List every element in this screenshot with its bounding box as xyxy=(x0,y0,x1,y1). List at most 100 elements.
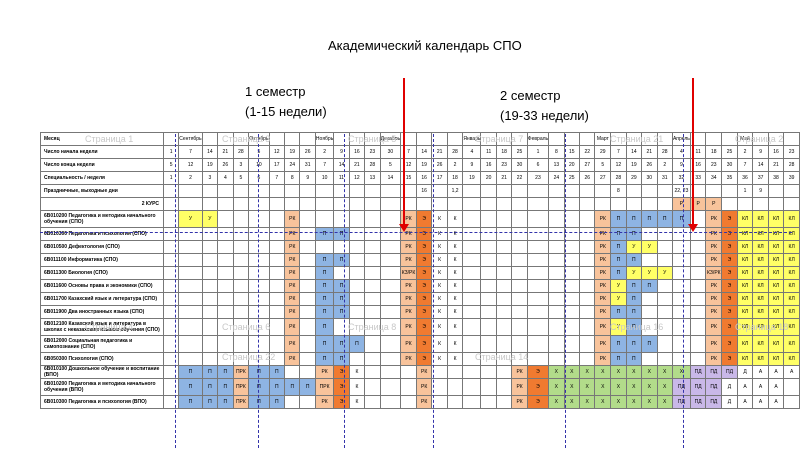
table-cell: 2 xyxy=(736,145,754,159)
table-cell: П xyxy=(314,266,335,280)
row-label: Число конца недели xyxy=(40,158,164,172)
table-cell xyxy=(284,395,301,409)
table-cell xyxy=(379,227,402,241)
table-cell xyxy=(379,279,402,293)
table-cell: Э xyxy=(415,318,433,336)
table-cell xyxy=(431,365,448,379)
table-cell: Р xyxy=(705,197,723,211)
table-cell xyxy=(462,365,482,379)
table-cell xyxy=(364,240,381,254)
table-cell: ПРК xyxy=(232,378,250,396)
table-cell xyxy=(526,292,550,306)
table-cell xyxy=(578,132,596,146)
table-cell xyxy=(201,253,219,267)
table-cell xyxy=(526,253,550,267)
table-cell: А xyxy=(783,365,800,379)
table-cell xyxy=(480,227,497,241)
table-cell: Х xyxy=(656,365,673,379)
table-cell xyxy=(671,279,691,293)
table-cell xyxy=(201,352,219,366)
table-cell xyxy=(689,266,707,280)
table-cell xyxy=(232,305,250,319)
table-cell: 16 xyxy=(767,145,785,159)
table-cell: Э xyxy=(415,335,433,353)
table-cell: КЛ xyxy=(767,210,785,228)
table-cell: У xyxy=(625,240,643,254)
table-cell xyxy=(480,197,497,211)
table-cell: 6 xyxy=(526,158,550,172)
table-cell: П xyxy=(299,378,316,396)
table-cell xyxy=(548,227,565,241)
table-cell xyxy=(314,184,335,198)
table-cell: РК xyxy=(594,335,612,353)
table-cell xyxy=(705,132,723,146)
table-cell xyxy=(217,279,234,293)
table-cell: Э xyxy=(415,227,433,241)
table-cell xyxy=(563,292,581,306)
table-cell: 12 xyxy=(610,158,627,172)
table-row: 6В012100 Казахский язык и литература в ш… xyxy=(40,318,800,336)
table-cell xyxy=(299,305,316,319)
table-cell: РК xyxy=(284,253,301,267)
table-cell xyxy=(364,352,381,366)
table-cell xyxy=(462,184,482,198)
table-cell xyxy=(641,197,658,211)
table-cell: РК xyxy=(400,318,417,336)
table-cell: 21 xyxy=(348,158,366,172)
table-cell xyxy=(348,240,366,254)
table-cell xyxy=(526,279,550,293)
table-cell: П xyxy=(201,395,219,409)
table-cell: РК xyxy=(594,227,612,241)
table-cell: Э xyxy=(333,365,350,379)
table-cell: 1 xyxy=(526,145,550,159)
table-cell xyxy=(548,292,565,306)
table-cell: Х xyxy=(594,365,612,379)
row-label: Специальность / неделя xyxy=(40,171,164,185)
table-cell xyxy=(431,378,448,396)
table-cell: 19 xyxy=(284,145,301,159)
table-cell xyxy=(201,227,219,241)
table-cell xyxy=(178,227,203,241)
table-cell: К xyxy=(431,266,448,280)
table-cell: ПД xyxy=(689,378,707,396)
table-cell: 23 xyxy=(783,145,800,159)
table-cell: КЛ xyxy=(752,227,769,241)
table-cell: К xyxy=(431,210,448,228)
table-cell xyxy=(578,240,596,254)
table-cell xyxy=(767,197,785,211)
table-cell xyxy=(217,210,234,228)
table-cell xyxy=(268,318,286,336)
table-cell xyxy=(563,240,581,254)
table-cell xyxy=(232,253,250,267)
table-cell: КЛ xyxy=(752,352,769,366)
table-cell: П xyxy=(641,335,658,353)
table-cell: РК xyxy=(415,378,433,396)
table-cell xyxy=(364,365,381,379)
table-cell xyxy=(548,197,565,211)
table-cell xyxy=(268,132,286,146)
table-cell xyxy=(348,266,366,280)
table-cell: Э xyxy=(721,266,738,280)
table-cell xyxy=(526,240,550,254)
table-cell: 26 xyxy=(217,158,234,172)
table-cell xyxy=(462,395,482,409)
table-cell: Э xyxy=(721,305,738,319)
table-cell: П xyxy=(314,352,335,366)
table-cell: К xyxy=(446,279,464,293)
table-cell: 28 xyxy=(232,145,250,159)
table-cell xyxy=(671,335,691,353)
table-cell: РК xyxy=(284,240,301,254)
table-cell: КЛ xyxy=(783,279,800,293)
table-cell: РК xyxy=(400,253,417,267)
table-cell xyxy=(563,305,581,319)
table-cell xyxy=(333,184,350,198)
table-cell: ПД xyxy=(671,378,691,396)
table-cell: 9 xyxy=(752,184,769,198)
table-cell xyxy=(232,227,250,241)
table-cell xyxy=(511,305,528,319)
table-cell: 2 xyxy=(314,145,335,159)
table-cell xyxy=(656,292,673,306)
table-row: Число начала недели 1 7 14 21 28 5 12 19 26 2 9 16 23… xyxy=(40,145,800,159)
table-cell xyxy=(689,253,707,267)
table-cell: 9 xyxy=(333,145,350,159)
